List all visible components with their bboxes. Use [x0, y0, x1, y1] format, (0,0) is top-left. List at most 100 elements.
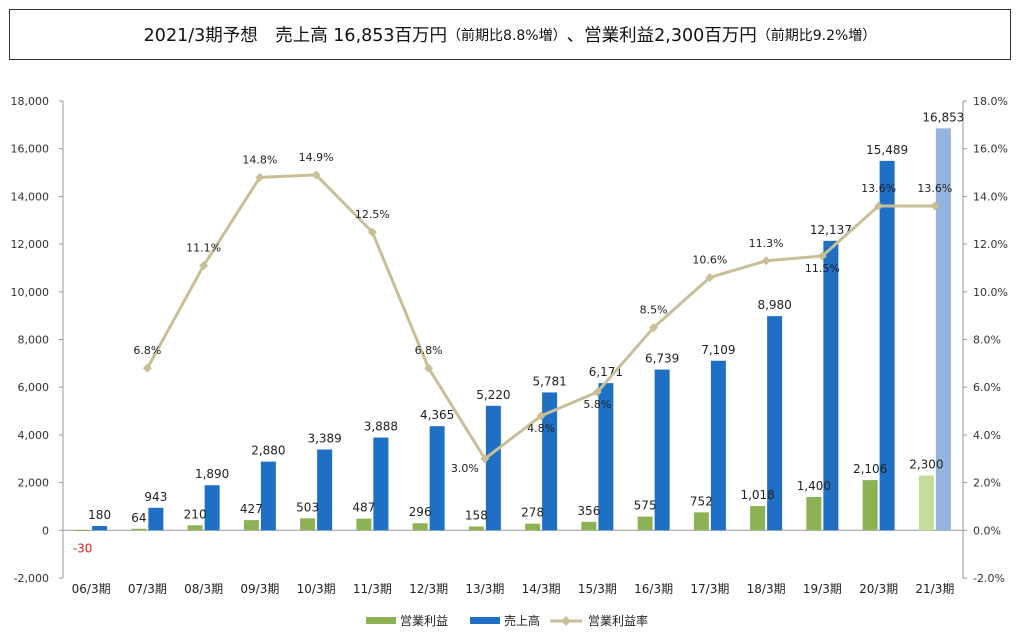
operating-margin-point [424, 363, 434, 373]
operating-margin-point [255, 172, 265, 182]
operating-margin-point [705, 272, 715, 282]
x-tick-label: 15/3期 [578, 582, 617, 596]
operating-profit-bar [581, 521, 597, 531]
x-tick-label: 20/3期 [859, 582, 898, 596]
right-tick-label: 4.0% [973, 429, 1001, 442]
sales-label: 943 [144, 490, 167, 504]
sales-label: 6,739 [645, 352, 679, 366]
sales-label: 16,853 [922, 110, 964, 124]
operating-margin-label: 4.8% [527, 422, 555, 435]
operating-margin-label: 10.6% [692, 253, 727, 266]
operating-profit-label: 1,400 [797, 479, 831, 493]
right-tick-label: 0.0% [973, 524, 1001, 537]
sales-bar [542, 392, 558, 531]
right-tick-label: 12.0% [973, 238, 1008, 251]
x-tick-label: 10/3期 [297, 582, 336, 596]
sales-bar [767, 316, 783, 531]
operating-profit-bar [187, 525, 203, 531]
operating-margin-label: 5.8% [583, 398, 611, 411]
sales-label: 5,781 [532, 374, 566, 388]
x-tick-label: 17/3期 [690, 582, 729, 596]
x-tick-label: 11/3期 [353, 582, 392, 596]
legend-swatch-sales [470, 617, 500, 624]
left-tick-label: 14,000 [11, 190, 50, 203]
legend-label-operating-profit: 営業利益 [400, 614, 448, 628]
operating-profit-bar [243, 520, 259, 531]
sales-bar [485, 405, 501, 531]
sales-bar [92, 526, 108, 531]
operating-profit-label: 427 [240, 502, 263, 516]
right-tick-label: 18.0% [973, 95, 1008, 108]
sales-label: 1,890 [195, 467, 229, 481]
operating-profit-label: 503 [296, 500, 319, 514]
right-tick-label: 6.0% [973, 381, 1001, 394]
operating-profit-label: 64 [131, 511, 146, 525]
sales-label: 12,137 [810, 223, 852, 237]
operating-profit-label: -30 [73, 541, 93, 555]
sales-label: 4,365 [420, 408, 454, 422]
sales-bar [373, 437, 389, 531]
operating-profit-label: 2,106 [853, 462, 887, 476]
legend-swatch-operating-profit [366, 617, 396, 624]
left-tick-label: 8,000 [18, 334, 50, 347]
operating-margin-label: 13.6% [861, 182, 896, 195]
operating-margin-label: 11.5% [805, 262, 840, 275]
legend-label-sales: 売上高 [504, 613, 540, 628]
right-tick-label: 10.0% [973, 286, 1008, 299]
operating-margin-label: 3.0% [451, 462, 479, 475]
right-tick-label: -2.0% [973, 572, 1005, 585]
right-tick-label: 8.0% [973, 334, 1001, 347]
left-tick-label: 0 [42, 524, 49, 537]
chart-title: 2021/3期予想 売上高 16,853百万円 （前期比8.8%増） 、営業利益2,… [9, 9, 1011, 60]
operating-profit-label: 158 [465, 509, 488, 523]
operating-margin-point [311, 170, 321, 180]
operating-margin-label: 11.1% [186, 242, 221, 255]
operating-profit-bar [131, 528, 147, 531]
right-tick-label: 16.0% [973, 143, 1008, 156]
operating-profit-bar [862, 480, 878, 531]
sales-bar [935, 128, 951, 531]
operating-margin-label: 8.5% [640, 304, 668, 317]
x-tick-label: 12/3期 [409, 582, 448, 596]
operating-profit-label: 296 [409, 505, 432, 519]
left-tick-label: 2,000 [18, 477, 50, 490]
title-sales-change: （前期比8.8%増） [447, 27, 567, 44]
sales-label: 15,489 [866, 143, 908, 157]
operating-profit-label: 2,300 [909, 457, 943, 471]
sales-bar [148, 507, 164, 531]
operating-profit-bar [75, 530, 91, 532]
title-profit-change: （前期比9.2%増） [756, 27, 877, 44]
title-mid: 、営業利益2,300百万円 [566, 26, 757, 46]
operating-margin-point [142, 363, 152, 373]
sales-label: 180 [88, 508, 111, 522]
operating-profit-label: 487 [352, 501, 375, 515]
operating-margin-point [592, 387, 602, 397]
operating-margin-point [649, 323, 659, 333]
sales-bar [429, 426, 445, 531]
operating-margin-label: 14.8% [242, 153, 277, 166]
sales-bar [879, 160, 895, 531]
sales-bar [317, 449, 333, 531]
x-tick-label: 06/3期 [72, 582, 111, 596]
operating-profit-bar [918, 475, 934, 531]
right-tick-label: 14.0% [973, 190, 1008, 203]
operating-margin-label: 13.6% [917, 182, 952, 195]
left-tick-label: 10,000 [11, 286, 50, 299]
operating-profit-label: 575 [634, 499, 657, 513]
operating-margin-point [761, 256, 771, 266]
x-tick-label: 16/3期 [634, 582, 673, 596]
operating-margin-label: 6.8% [415, 344, 443, 357]
operating-margin-point [367, 227, 377, 237]
operating-margin-point [199, 261, 209, 271]
operating-margin-label: 11.3% [749, 237, 784, 250]
sales-bar [260, 461, 276, 531]
operating-profit-bar [637, 516, 653, 531]
operating-profit-bar [356, 518, 372, 531]
operating-margin-point [536, 411, 546, 421]
sales-label: 6,171 [589, 365, 623, 379]
sales-bar [823, 240, 839, 531]
title-main: 2021/3期予想 売上高 16,853百万円 [143, 26, 448, 46]
operating-profit-bar [300, 518, 316, 531]
x-tick-label: 13/3期 [465, 582, 504, 596]
operating-margin-point [930, 201, 940, 211]
